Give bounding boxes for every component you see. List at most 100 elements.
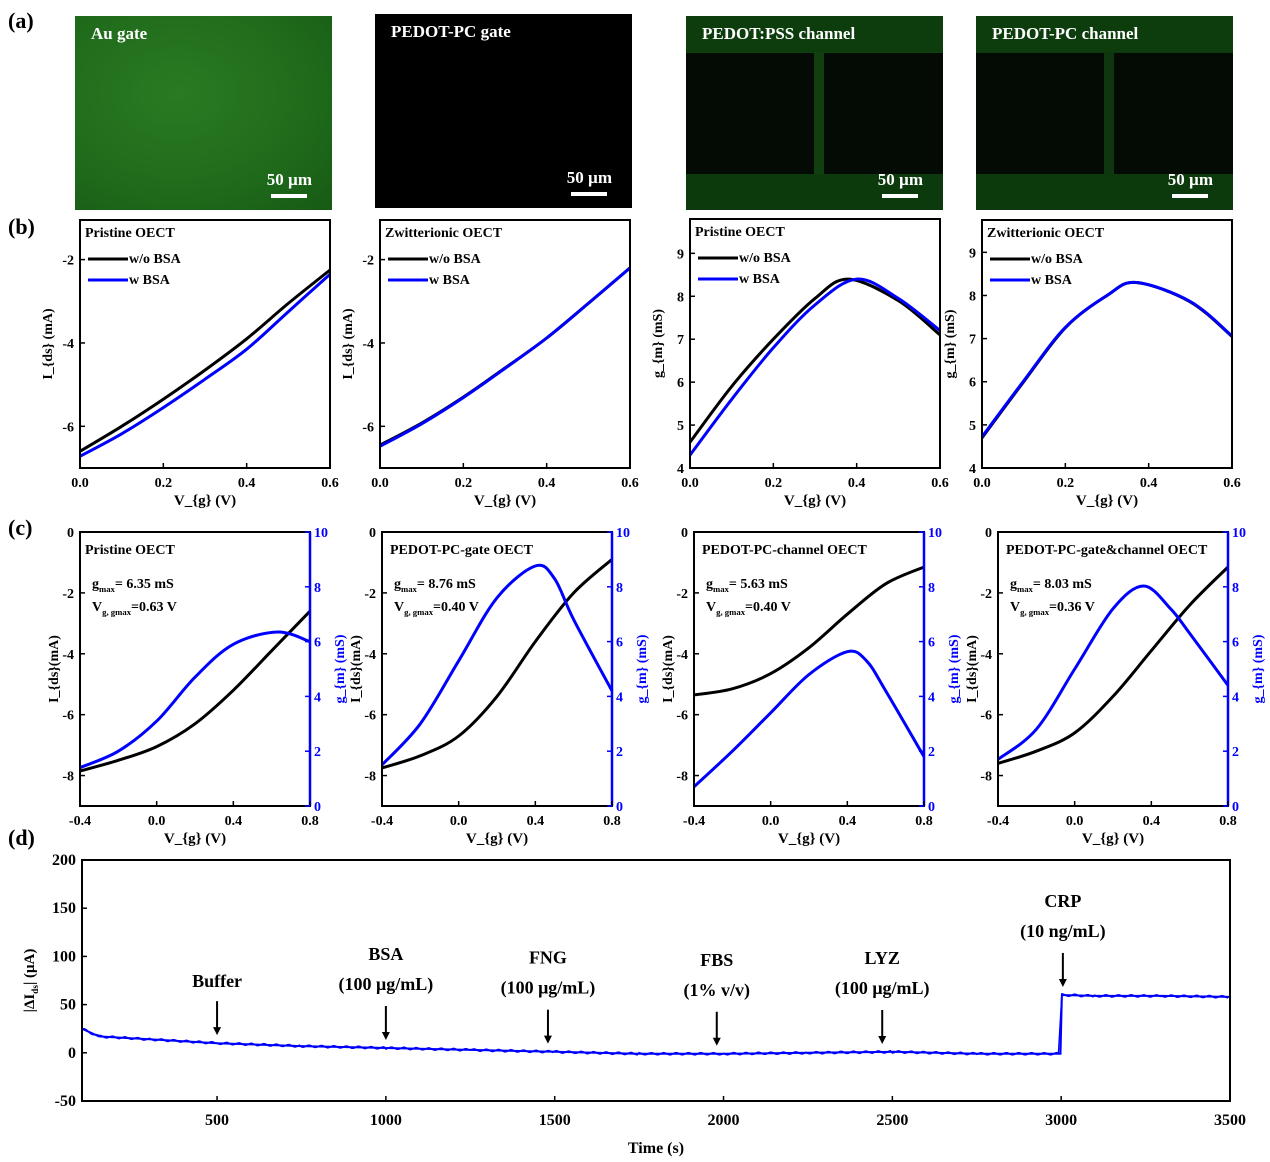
x-tick-label: 0.4: [225, 814, 243, 829]
chart-title: Pristine OECT: [85, 226, 175, 241]
y-tick-label: 4: [969, 462, 976, 477]
y-tick-label: 0: [67, 526, 74, 541]
electrode-band: [976, 174, 1233, 210]
y-axis-label: I_{ds} (mA): [41, 308, 56, 380]
x-axis-label: V_{g} (V): [1076, 493, 1138, 509]
y-axis-label: I_{ds}(mA): [661, 635, 676, 703]
x-tick-label: 2500: [876, 1112, 908, 1129]
x-tick-label: 0.8: [915, 814, 933, 829]
y-axis-label: g_{m} (mS): [943, 309, 958, 378]
x-tick-label: 0.0: [71, 476, 89, 491]
legend-label: w BSA: [429, 273, 471, 288]
electrode-pad: [976, 53, 1104, 174]
y2-tick-label: 4: [616, 690, 623, 705]
y-tick-label: 0: [985, 526, 992, 541]
micrograph-4: PEDOT-PC channel 50 µm: [976, 16, 1233, 210]
x-tick-label: 0.4: [848, 476, 866, 491]
y2-tick-label: 2: [616, 745, 623, 760]
x-axis-label: V_{g} (V): [778, 831, 840, 847]
chart-4: [980, 219, 1233, 469]
legend-label: w/o BSA: [129, 252, 182, 267]
series-noise: [82, 992, 1229, 1056]
micrograph-label: PEDOT-PC gate: [391, 22, 511, 41]
chart-6: [380, 531, 614, 807]
x-tick-label: 0.0: [371, 476, 389, 491]
x-tick-label: 0.8: [603, 814, 621, 829]
x-tick-label: 0.4: [839, 814, 857, 829]
series-line-1: [379, 266, 631, 447]
y-tick-label: -2: [362, 254, 374, 269]
series-line-1: [81, 993, 1231, 1055]
series-line-1: [997, 565, 1230, 765]
x-tick-label: 0.2: [455, 476, 473, 491]
event-label: (10 ng/mL): [1020, 921, 1106, 942]
x-axis-label: V_{g} (V): [1082, 831, 1144, 847]
x-tick-label: 500: [205, 1112, 229, 1129]
event-label: Buffer: [192, 971, 242, 991]
scale-bar: 50 µm: [1168, 170, 1213, 198]
annotation-text: gmax= 8.76 mS: [394, 577, 476, 594]
electrode-band: [686, 174, 943, 210]
event-arrowhead: [381, 1031, 390, 1040]
series-line-1: [693, 565, 925, 697]
y-tick-label: -8: [980, 770, 992, 785]
y2-axis-label: g_{m} (mS): [1251, 634, 1266, 703]
event-arrowhead: [712, 1037, 721, 1046]
electrode-pad: [824, 53, 943, 174]
annotation-text: Vg, gmax=0.40 V: [394, 600, 479, 617]
scale-bar-line: [1172, 194, 1209, 198]
annotation-text: gmax= 6.35 mS: [92, 577, 174, 594]
plot-frame: [81, 859, 1231, 1102]
chart-title: Zwitterionic OECT: [987, 226, 1105, 241]
y2-axis-label: g_{m} (mS): [947, 634, 962, 703]
x-axis-label: V_{g} (V): [174, 493, 236, 509]
legend-label: w/o BSA: [739, 251, 792, 266]
electrode-band: [686, 16, 943, 52]
y-tick-label: 9: [969, 246, 976, 261]
annotation-text: gmax= 5.63 mS: [706, 577, 788, 594]
series-line-2: [980, 280, 1233, 438]
y-tick-label: -6: [62, 709, 74, 724]
chart-title: PEDOT-PC-channel OECT: [702, 543, 867, 558]
event-label: CRP: [1044, 891, 1081, 911]
y-tick-label: -4: [980, 648, 992, 663]
y-tick-label: 9: [677, 247, 684, 262]
y-tick-label: 100: [52, 948, 76, 965]
annotation-text: gmax= 8.03 mS: [1010, 577, 1092, 594]
x-tick-label: 0.8: [301, 814, 319, 829]
plot-frame: [981, 219, 1233, 469]
y-tick-label: 4: [677, 462, 684, 477]
y-tick-label: -6: [364, 709, 376, 724]
y-tick-label: -2: [62, 587, 74, 602]
chart-5: [79, 531, 312, 807]
event-arrowhead: [878, 1035, 887, 1044]
y-tick-label: -4: [364, 648, 376, 663]
y-tick-label: 0: [68, 1045, 76, 1062]
y-tick-label: 200: [52, 852, 76, 869]
x-tick-label: 0.0: [762, 814, 780, 829]
micrograph-label: PEDOT-PC channel: [992, 24, 1139, 43]
event-arrowhead: [1058, 978, 1067, 987]
y-tick-label: -4: [62, 648, 74, 663]
y-tick-label: -8: [676, 770, 688, 785]
x-tick-label: -0.4: [987, 814, 1009, 829]
x-tick-label: -0.4: [371, 814, 393, 829]
y-axis-label: I_{ds}(mA): [965, 635, 980, 703]
x-tick-label: 3000: [1045, 1112, 1077, 1129]
y2-tick-label: 6: [314, 636, 321, 651]
y-tick-label: 150: [52, 900, 76, 917]
legend-label: w BSA: [1031, 273, 1073, 288]
chart-2: [379, 219, 631, 469]
y-tick-label: 7: [969, 333, 976, 348]
annotation-text: Vg, gmax=0.36 V: [1010, 600, 1095, 617]
plot-frame: [997, 531, 1229, 807]
y2-tick-label: 2: [928, 745, 935, 760]
y-tick-label: -4: [676, 648, 688, 663]
micrograph-label: Au gate: [91, 24, 148, 43]
event-label: (100 μg/mL): [339, 974, 434, 995]
micrograph-label: PEDOT:PSS channel: [702, 24, 856, 43]
x-tick-label: 0.6: [621, 476, 639, 491]
y2-tick-label: 8: [314, 581, 321, 596]
y2-tick-label: 2: [1232, 745, 1239, 760]
event-arrowhead: [543, 1035, 552, 1044]
